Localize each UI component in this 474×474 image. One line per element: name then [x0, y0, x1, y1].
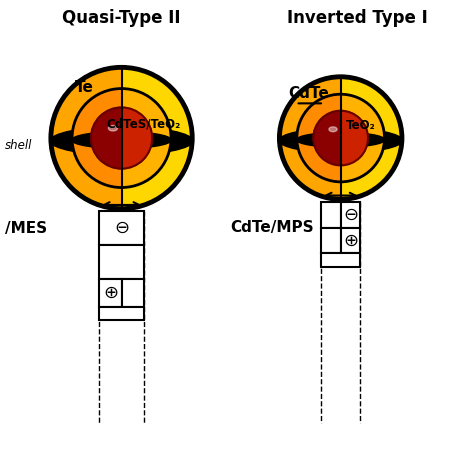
Ellipse shape	[279, 128, 402, 153]
Bar	[321, 201, 341, 228]
Bar	[321, 228, 341, 254]
Text: $\ominus$: $\ominus$	[114, 219, 129, 237]
Text: CdTe: CdTe	[289, 86, 329, 101]
Wedge shape	[313, 111, 341, 165]
Wedge shape	[91, 108, 121, 169]
Ellipse shape	[296, 132, 385, 147]
Bar	[99, 307, 144, 320]
Wedge shape	[341, 111, 368, 165]
Text: Inverted Type I: Inverted Type I	[287, 9, 428, 27]
Text: Quasi-Type II: Quasi-Type II	[62, 9, 181, 27]
Wedge shape	[121, 108, 152, 169]
Wedge shape	[341, 94, 384, 182]
Wedge shape	[72, 89, 121, 188]
Wedge shape	[121, 89, 171, 188]
Bar	[121, 279, 144, 307]
Bar	[321, 254, 360, 267]
Bar	[99, 279, 121, 307]
Wedge shape	[297, 94, 341, 182]
Ellipse shape	[50, 127, 193, 155]
Text: $\ominus$: $\ominus$	[343, 206, 358, 224]
Bar	[341, 228, 360, 254]
Wedge shape	[279, 77, 341, 199]
Text: CdTe/MPS: CdTe/MPS	[230, 220, 314, 235]
Text: Te: Te	[75, 80, 94, 95]
Text: TeO₂: TeO₂	[346, 119, 375, 132]
Text: shell: shell	[5, 138, 33, 152]
Wedge shape	[121, 67, 192, 209]
Text: CdTeS/TeO₂: CdTeS/TeO₂	[107, 118, 181, 131]
Text: $\oplus$: $\oplus$	[102, 284, 118, 302]
Text: $\oplus$: $\oplus$	[343, 231, 358, 249]
Text: /MES: /MES	[5, 220, 47, 236]
Wedge shape	[51, 67, 121, 209]
Bar	[99, 245, 144, 279]
Bar	[341, 201, 360, 228]
Wedge shape	[341, 77, 402, 199]
Ellipse shape	[109, 126, 118, 131]
Bar	[99, 211, 144, 245]
Ellipse shape	[329, 127, 337, 132]
Ellipse shape	[72, 132, 172, 148]
